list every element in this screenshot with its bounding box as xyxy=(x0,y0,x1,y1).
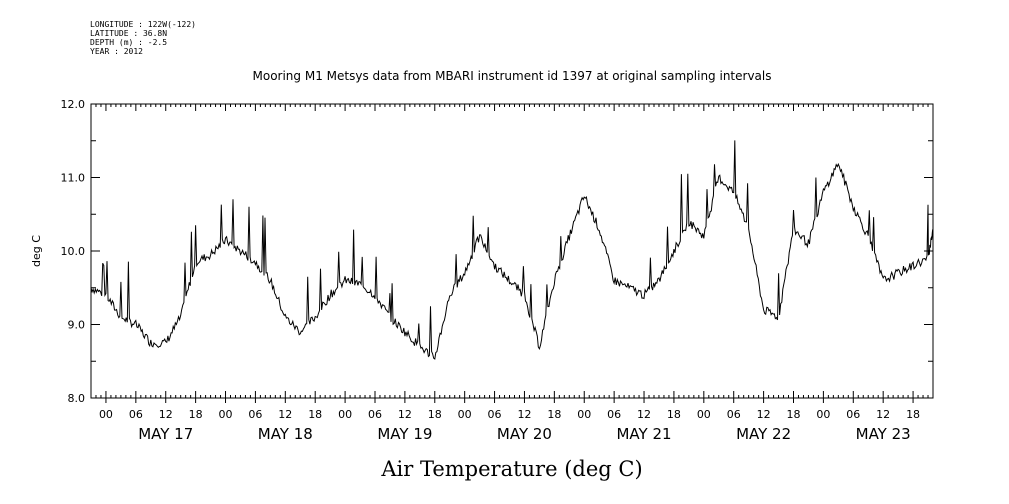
year-text: YEAR : 2012 xyxy=(90,47,143,56)
x-tick-label: 00 xyxy=(577,408,591,421)
x-tick-label: 18 xyxy=(786,408,800,421)
x-tick-label: 06 xyxy=(727,408,741,421)
x-tick-label: 06 xyxy=(368,408,382,421)
x-tick-label: 12 xyxy=(398,408,412,421)
x-tick-label: 12 xyxy=(278,408,292,421)
y-axis-label: deg C xyxy=(30,235,43,267)
x-day-label: MAY 21 xyxy=(616,425,671,443)
x-tick-label: 00 xyxy=(458,408,472,421)
x-day-label: MAY 22 xyxy=(736,425,791,443)
x-tick-label: 18 xyxy=(189,408,203,421)
x-day-label: MAY 23 xyxy=(856,425,911,443)
plot-frame xyxy=(90,103,934,399)
x-axis: 00 06 12 18 00 06 12 18 00 06 12 18 00 06 12 18 00 06 12 18… xyxy=(90,104,934,443)
x-day-label: MAY 20 xyxy=(497,425,552,443)
longitude-text: LONGITUDE : 122W(-122) xyxy=(90,20,196,29)
series-line xyxy=(90,140,934,360)
depth-text: DEPTH (m) : -2.5 xyxy=(90,38,168,47)
x-tick-label: 00 xyxy=(338,408,352,421)
x-tick-label: 18 xyxy=(667,408,681,421)
x-tick-label: 18 xyxy=(547,408,561,421)
x-tick-label: 06 xyxy=(129,408,143,421)
location-metadata: LONGITUDE : 122W(-122) LATITUDE : 36.8N … xyxy=(90,20,196,56)
x-tick-label: 18 xyxy=(906,408,920,421)
x-tick-label: 18 xyxy=(308,408,322,421)
x-tick-label: 00 xyxy=(219,408,233,421)
x-tick-label: 00 xyxy=(99,408,113,421)
x-day-label: MAY 17 xyxy=(138,425,193,443)
x-tick-label: 00 xyxy=(816,408,830,421)
y-tick-label: 9.0 xyxy=(68,319,86,332)
x-tick-label: 12 xyxy=(517,408,531,421)
x-tick-label: 12 xyxy=(637,408,651,421)
x-axis-label: Air Temperature (deg C) xyxy=(380,457,642,481)
x-tick-label: 12 xyxy=(757,408,771,421)
x-tick-label: 12 xyxy=(876,408,890,421)
x-tick-label: 12 xyxy=(159,408,173,421)
x-tick-label: 06 xyxy=(607,408,621,421)
x-tick-label: 06 xyxy=(248,408,262,421)
x-day-label: MAY 19 xyxy=(377,425,432,443)
y-tick-label: 11.0 xyxy=(61,172,86,185)
chart-title: Mooring M1 Metsys data from MBARI instru… xyxy=(253,69,772,83)
y-axis: 8.0 9.0 10.0 11.0 12.0 xyxy=(61,98,933,405)
latitude-text: LATITUDE : 36.8N xyxy=(90,29,168,38)
y-tick-label: 8.0 xyxy=(68,392,86,405)
y-tick-label: 10.0 xyxy=(61,245,86,258)
x-tick-label: 06 xyxy=(846,408,860,421)
y-tick-label: 12.0 xyxy=(61,98,86,111)
x-tick-label: 00 xyxy=(697,408,711,421)
x-tick-label: 06 xyxy=(488,408,502,421)
x-tick-label: 18 xyxy=(428,408,442,421)
x-day-label: MAY 18 xyxy=(258,425,313,443)
